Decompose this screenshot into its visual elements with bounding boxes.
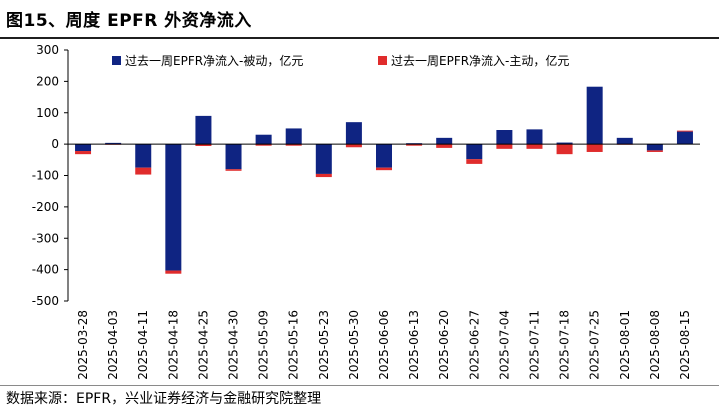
bar-passive-2025-07-11 bbox=[526, 129, 543, 145]
bar-active-2025-06-20 bbox=[436, 144, 453, 148]
y-tick-label: -500 bbox=[32, 294, 59, 308]
bar-active-2025-05-23 bbox=[315, 173, 332, 178]
bar-passive-2025-06-06 bbox=[376, 144, 392, 168]
x-tick-label: 2025-07-11 bbox=[527, 310, 541, 380]
x-tick-label: 2025-08-08 bbox=[648, 310, 662, 380]
bar-active-2025-07-18 bbox=[556, 144, 573, 155]
source-note: 数据来源：EPFR，兴业证券经济与金融研究院整理 bbox=[6, 391, 322, 407]
y-tick-label: 300 bbox=[36, 43, 59, 57]
bar-passive-2025-07-04 bbox=[496, 130, 513, 145]
bar-passive-2025-04-25 bbox=[195, 115, 212, 145]
legend-label-active: 过去一周EPFR净流入-主动，亿元 bbox=[391, 53, 569, 68]
bar-passive-2025-05-16 bbox=[285, 128, 302, 145]
bar-active-2025-05-09 bbox=[255, 144, 272, 146]
legend-swatch-active bbox=[378, 56, 387, 65]
legend: 过去一周EPFR净流入-被动，亿元 过去一周EPFR净流入-主动，亿元 bbox=[112, 53, 569, 68]
bar-passive-2025-04-18 bbox=[165, 144, 182, 271]
x-tick-label: 2025-06-06 bbox=[377, 310, 391, 380]
bar-passive-2025-05-23 bbox=[315, 144, 332, 174]
bar-active-2025-06-27 bbox=[466, 159, 483, 164]
x-tick-label: 2025-05-30 bbox=[347, 310, 361, 380]
x-tick-label: 2025-04-03 bbox=[106, 310, 120, 380]
bars-layer bbox=[75, 86, 693, 274]
bar-passive-2025-06-20 bbox=[436, 137, 453, 145]
footer-divider bbox=[0, 385, 719, 386]
bar-active-2025-07-25 bbox=[586, 144, 603, 152]
bar-active-2025-04-18 bbox=[165, 270, 182, 274]
bar-passive-2025-05-30 bbox=[345, 122, 362, 145]
bar-passive-2025-04-03 bbox=[105, 142, 122, 145]
x-tick-label: 2025-06-27 bbox=[467, 310, 481, 380]
chart-area: 过去一周EPFR净流入-被动，亿元 过去一周EPFR净流入-主动，亿元 300 2… bbox=[32, 43, 700, 380]
bar-passive-2025-04-30 bbox=[225, 144, 242, 170]
y-tick-label: -100 bbox=[32, 169, 59, 183]
x-tick-label: 2025-07-25 bbox=[588, 310, 602, 380]
x-tick-label: 2025-07-04 bbox=[497, 310, 511, 380]
x-tick-label: 2025-03-28 bbox=[76, 310, 90, 380]
x-tick-label: 2025-06-20 bbox=[437, 310, 451, 380]
y-tick-label: 0 bbox=[51, 137, 59, 151]
title-divider bbox=[0, 37, 719, 39]
bar-passive-2025-08-08 bbox=[646, 144, 663, 151]
axes-layer: 300 200 100 0 -100 -200 -300 -400 -500 2025-03-28… bbox=[32, 43, 700, 380]
bar-passive-2025-03-28 bbox=[75, 144, 92, 152]
x-tick-label: 2025-04-18 bbox=[166, 310, 180, 380]
x-tick-label: 2025-08-15 bbox=[678, 310, 692, 380]
bar-active-2025-07-11 bbox=[526, 144, 543, 149]
bar-passive-2025-07-25 bbox=[586, 86, 603, 145]
bar-active-2025-04-11 bbox=[135, 167, 152, 175]
x-tick-label: 2025-04-25 bbox=[196, 310, 210, 380]
y-tick-label: -300 bbox=[32, 231, 59, 245]
bar-passive-2025-06-27 bbox=[466, 144, 483, 160]
x-tick-label: 2025-08-01 bbox=[618, 310, 632, 380]
x-tick-label: 2025-05-23 bbox=[317, 310, 331, 380]
y-tick-label: -200 bbox=[32, 200, 59, 214]
bar-passive-2025-04-11 bbox=[135, 144, 152, 168]
y-tick-label: 100 bbox=[36, 106, 59, 120]
bar-passive-2025-08-15 bbox=[676, 131, 693, 145]
bar-active-2025-04-30 bbox=[225, 169, 242, 171]
x-tick-label: 2025-05-16 bbox=[287, 310, 301, 380]
bar-passive-2025-07-18 bbox=[556, 142, 573, 145]
bar-active-2025-03-28 bbox=[75, 151, 92, 155]
y-tick-label: -400 bbox=[32, 263, 59, 277]
y-tick-label: 200 bbox=[36, 74, 59, 88]
bar-active-2025-08-15 bbox=[676, 130, 693, 132]
legend-label-passive: 过去一周EPFR净流入-被动，亿元 bbox=[125, 53, 303, 68]
bar-active-2025-06-06 bbox=[376, 167, 392, 171]
x-tick-label: 2025-06-13 bbox=[407, 310, 421, 380]
chart-title: 图15、周度 EPFR 外资净流入 bbox=[6, 11, 252, 31]
x-tick-label: 2025-05-09 bbox=[257, 310, 271, 380]
bar-passive-2025-05-09 bbox=[255, 134, 272, 145]
bar-active-2025-06-13 bbox=[406, 144, 423, 146]
x-tick-label: 2025-07-18 bbox=[558, 310, 572, 380]
bar-active-2025-05-30 bbox=[345, 144, 362, 148]
legend-swatch-passive bbox=[112, 56, 121, 65]
bar-active-2025-04-25 bbox=[195, 144, 212, 147]
x-tick-label: 2025-04-30 bbox=[227, 310, 241, 380]
bar-active-2025-08-08 bbox=[646, 150, 663, 152]
bar-passive-2025-08-01 bbox=[616, 137, 633, 145]
bar-active-2025-07-04 bbox=[496, 144, 513, 149]
x-tick-label: 2025-04-11 bbox=[136, 310, 150, 380]
bar-active-2025-05-16 bbox=[285, 144, 302, 146]
